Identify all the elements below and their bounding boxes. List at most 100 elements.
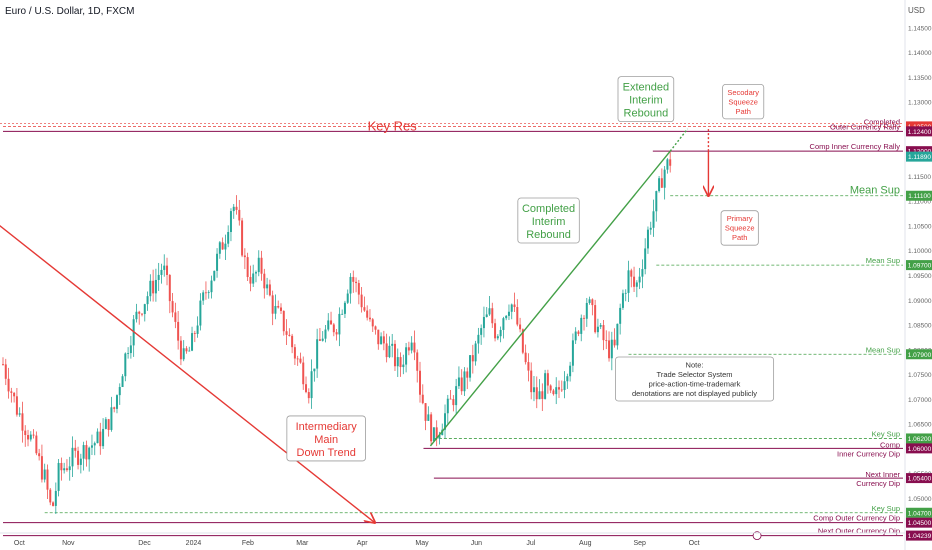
candle-body xyxy=(399,357,402,368)
candle-body xyxy=(424,403,427,421)
candle-body xyxy=(507,311,510,316)
candle-body xyxy=(594,305,597,333)
candle-body xyxy=(43,469,46,480)
price-label: 1.11100 xyxy=(908,193,931,200)
candle-body xyxy=(27,435,30,440)
candle-body xyxy=(313,368,316,372)
candle-body xyxy=(610,339,613,359)
candle-body xyxy=(366,310,369,318)
candle-body xyxy=(179,340,182,360)
candle-body xyxy=(118,387,121,396)
candle-body xyxy=(546,373,549,386)
candle-body xyxy=(77,450,80,465)
candle-body xyxy=(74,447,77,451)
candle-body xyxy=(494,323,497,339)
candle-body xyxy=(299,358,302,363)
candle-body xyxy=(341,313,344,315)
candle-body xyxy=(60,462,63,471)
candle-body xyxy=(213,270,216,281)
candle-body xyxy=(421,394,424,404)
candle-body xyxy=(355,281,358,284)
candle-body xyxy=(46,469,49,490)
candle-body xyxy=(138,311,141,314)
candle-body xyxy=(641,269,644,277)
candle-body xyxy=(149,280,152,297)
candle-body xyxy=(204,292,207,294)
y-tick-label: 1.09500 xyxy=(908,273,932,280)
mean-sup-1079-label: Mean Sup xyxy=(866,345,900,354)
candle-body xyxy=(10,391,13,393)
candle-body xyxy=(13,392,16,397)
extended-interim-rebound-text: Interim xyxy=(629,95,663,107)
main-down-trend-line xyxy=(0,224,375,522)
candle-body xyxy=(663,169,666,188)
key-res-label: Key Res xyxy=(368,118,418,133)
x-tick-label: Jun xyxy=(471,540,482,547)
completed-interim-rebound-box xyxy=(517,197,580,244)
candle-body xyxy=(541,391,544,399)
candle-body xyxy=(449,398,452,400)
candle-body xyxy=(32,434,35,436)
candle-body xyxy=(121,376,124,388)
candle-body xyxy=(171,301,174,313)
candle-body xyxy=(202,292,205,301)
candle-body xyxy=(274,305,277,314)
comp-inner-currency-rally-label: Comp Inner Currency Rally xyxy=(810,142,901,151)
candle-body xyxy=(516,307,519,325)
candle-body xyxy=(532,387,535,393)
candle-body xyxy=(296,358,299,360)
extended-interim-rebound-text: Rebound xyxy=(624,108,669,120)
candle-body xyxy=(68,466,71,471)
candle-body xyxy=(129,345,132,354)
candle-body xyxy=(280,307,282,311)
candle-body xyxy=(563,381,566,391)
candle-body xyxy=(135,311,138,320)
secondary-squeeze-text: Path xyxy=(735,107,750,116)
comp-outer-currency-dip-label: Comp Outer Currency Dip xyxy=(813,514,900,523)
candle-body xyxy=(416,352,419,371)
candle-body xyxy=(658,178,661,192)
candle-body xyxy=(346,293,349,303)
candle-body xyxy=(166,265,169,275)
price-label-box xyxy=(906,433,932,444)
next-inner-currency-dip-label: Next Inner xyxy=(865,470,900,479)
candle-body xyxy=(229,211,232,233)
y-tick-label: 1.14000 xyxy=(908,50,932,57)
candle-body xyxy=(49,489,52,503)
candle-body xyxy=(310,371,313,399)
candle-body xyxy=(555,387,558,395)
comp-inner-currency-dip-label: Inner Currency Dip xyxy=(837,449,900,458)
extended-interim-rebound-text: Extended xyxy=(623,82,669,94)
candle-body xyxy=(655,191,658,212)
candle-body xyxy=(544,373,547,399)
candle-body xyxy=(174,312,177,322)
candle-body xyxy=(602,325,605,341)
candle-body xyxy=(566,376,569,382)
price-label: 1.04500 xyxy=(908,520,932,527)
price-label: 1.11890 xyxy=(908,154,931,161)
candle-body xyxy=(88,447,91,460)
candle-body xyxy=(585,302,588,319)
primary-squeeze-box xyxy=(720,210,759,246)
candle-body xyxy=(307,392,310,399)
candle-body xyxy=(65,468,68,471)
candle-body xyxy=(427,414,430,421)
price-label: 1.09700 xyxy=(908,263,932,270)
candle-body xyxy=(29,434,32,440)
intermediary-main-down-trend-text: Main xyxy=(314,434,338,446)
candle-body xyxy=(608,340,611,359)
candle-body xyxy=(235,206,238,210)
candle-body xyxy=(460,377,463,392)
candle-body xyxy=(435,427,438,439)
price-label-box xyxy=(906,507,932,518)
candle-body xyxy=(127,353,130,354)
candle-body xyxy=(646,229,649,249)
candle-body xyxy=(54,490,57,506)
y-tick-label: 1.13000 xyxy=(908,100,932,107)
candle-body xyxy=(574,331,577,341)
candle-body xyxy=(343,302,346,314)
candle-body xyxy=(360,294,363,308)
candle-body xyxy=(630,270,633,277)
candle-body xyxy=(469,355,472,378)
